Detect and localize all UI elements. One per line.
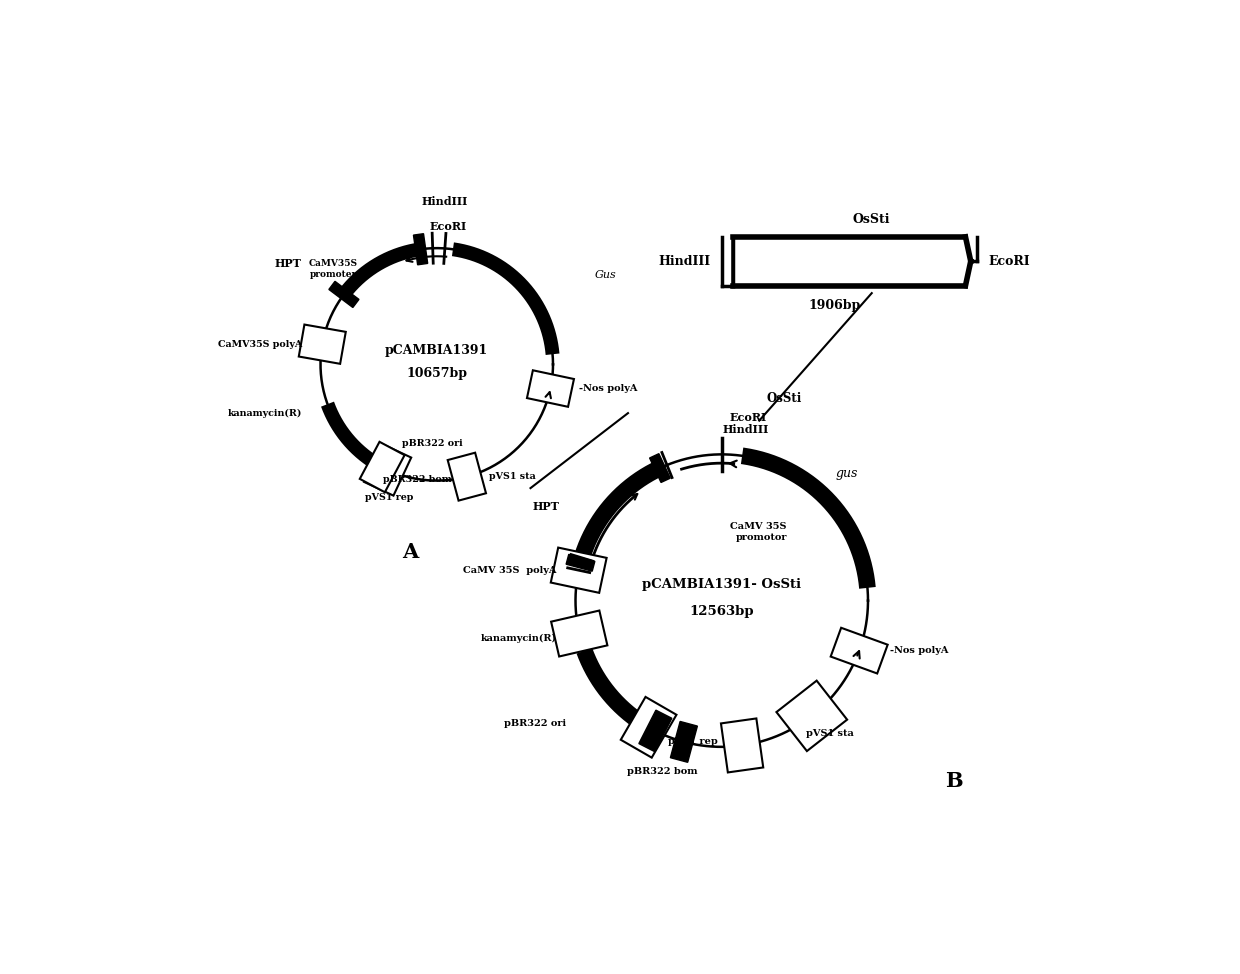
Text: EcoRI: EcoRI: [988, 255, 1029, 268]
Text: CaMV35S polyA: CaMV35S polyA: [217, 340, 301, 349]
Polygon shape: [650, 454, 671, 482]
Polygon shape: [551, 547, 606, 593]
Polygon shape: [671, 722, 697, 763]
Text: 10657bp: 10657bp: [407, 367, 467, 380]
Text: EcoRI: EcoRI: [729, 412, 766, 423]
Text: CaMV35S
promoter: CaMV35S promoter: [309, 259, 357, 279]
Text: pCAMBIA1391- OsSti: pCAMBIA1391- OsSti: [642, 578, 801, 590]
Polygon shape: [551, 611, 608, 656]
Polygon shape: [413, 234, 428, 265]
Text: pVS1 sta: pVS1 sta: [806, 729, 854, 737]
Text: -Nos polyA: -Nos polyA: [579, 384, 637, 393]
Text: 12563bp: 12563bp: [689, 606, 754, 618]
Text: B: B: [945, 770, 963, 791]
Text: OsSti: OsSti: [853, 212, 890, 226]
Polygon shape: [733, 237, 971, 285]
Text: HindIII: HindIII: [723, 424, 769, 435]
Text: OsSti: OsSti: [766, 392, 802, 405]
Text: HPT: HPT: [275, 258, 301, 269]
Text: 1906bp: 1906bp: [808, 299, 861, 312]
Text: pVS1 rep: pVS1 rep: [366, 493, 414, 503]
Text: pBR322 bom: pBR322 bom: [626, 768, 697, 776]
Text: Gus: Gus: [594, 271, 616, 281]
Text: kanamycin(R): kanamycin(R): [227, 409, 301, 418]
Text: pBR322 bom: pBR322 bom: [383, 475, 453, 484]
Polygon shape: [720, 719, 764, 772]
Text: CaMV 35S  polyA: CaMV 35S polyA: [464, 566, 557, 575]
Text: A: A: [403, 542, 419, 562]
Polygon shape: [639, 710, 672, 752]
Text: CaMV 35S
promotor: CaMV 35S promotor: [730, 522, 787, 542]
Polygon shape: [621, 697, 677, 758]
Text: HindIII: HindIII: [422, 196, 467, 206]
Text: gus: gus: [836, 467, 858, 480]
Text: pCAMBIA1391: pCAMBIA1391: [386, 345, 489, 357]
Polygon shape: [360, 442, 404, 492]
Text: HPT: HPT: [532, 501, 559, 512]
Text: pVS1 sta: pVS1 sta: [490, 472, 536, 481]
Text: pBR322 ori: pBR322 ori: [403, 438, 464, 448]
Polygon shape: [567, 554, 595, 571]
Text: pVS1 rep: pVS1 rep: [668, 737, 718, 746]
Polygon shape: [299, 324, 346, 364]
Text: pBR322 ori: pBR322 ori: [503, 719, 565, 728]
Text: EcoRI: EcoRI: [429, 221, 466, 232]
Polygon shape: [448, 453, 486, 501]
Text: kanamycin(R): kanamycin(R): [481, 634, 557, 643]
Polygon shape: [365, 444, 412, 496]
Text: -Nos polyA: -Nos polyA: [890, 646, 949, 656]
Polygon shape: [831, 628, 888, 673]
Polygon shape: [329, 281, 358, 308]
Text: HindIII: HindIII: [658, 255, 711, 268]
Polygon shape: [527, 370, 574, 407]
Polygon shape: [776, 681, 847, 751]
